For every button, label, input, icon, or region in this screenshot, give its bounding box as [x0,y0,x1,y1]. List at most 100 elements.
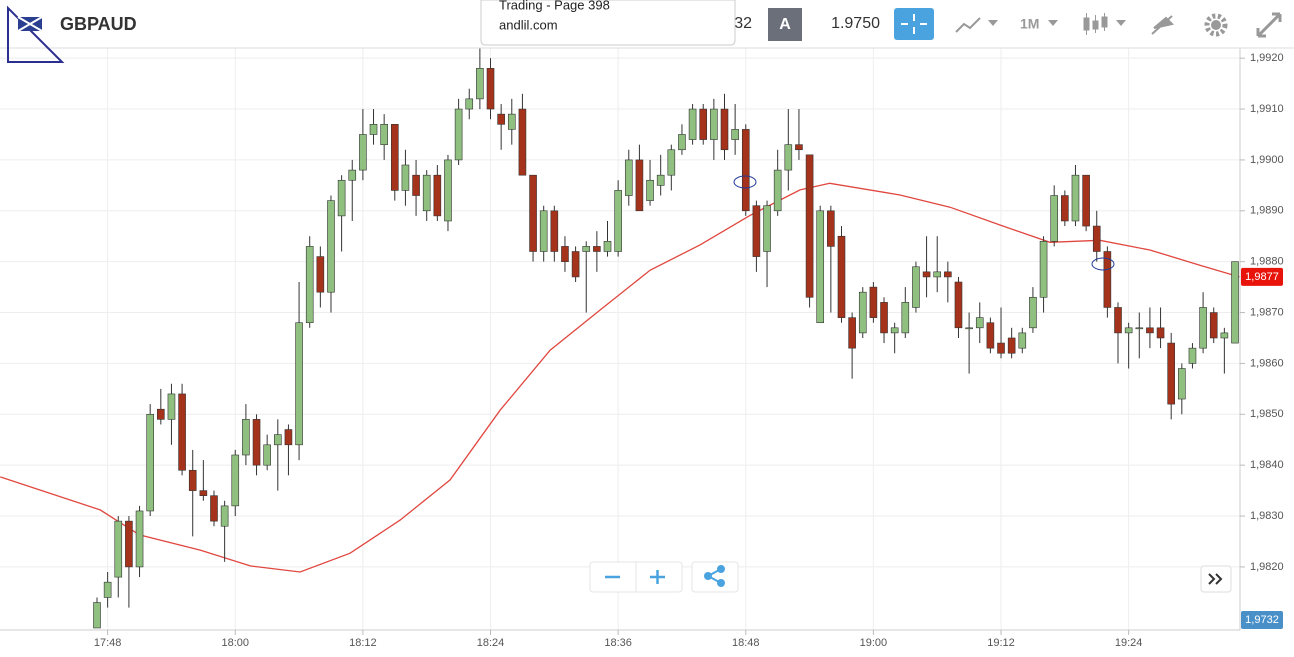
share-button[interactable] [691,561,739,593]
zoom-in[interactable] [650,570,665,584]
candle-body [1039,241,1048,298]
candle-body [1199,307,1207,349]
candle-body [1156,327,1165,339]
candle-body [390,124,399,191]
y-tick-label: 1,9850 [1250,408,1284,420]
candle-body [784,144,793,171]
popup-title: Trading - Page 398 [499,0,610,12]
candle-body [667,149,676,176]
candle-body [603,241,612,252]
candle-body [710,108,718,140]
candle-body [858,291,867,334]
candle-body [922,271,931,278]
candle-body [1018,332,1027,349]
candle-body [624,159,633,196]
candle-body [1209,312,1218,339]
candle-body [890,327,899,334]
last-price-label: 1,9877 [1245,271,1279,283]
candle-body [167,393,176,420]
ask-label: A [779,16,791,33]
ask-button[interactable] [768,8,802,41]
symbol: GBPAUD [60,14,137,34]
candle-body [465,98,474,110]
candle-body [997,342,1005,354]
x-tick-label: 18:24 [477,637,505,649]
candle-body [157,408,165,420]
draw-icon[interactable] [1151,15,1174,35]
candle-body [720,108,729,151]
indicator-icon[interactable] [955,17,981,33]
candle-body [327,200,335,293]
y-tick-label: 1,9890 [1250,205,1284,217]
candle-body [93,602,101,629]
crosshair-button[interactable] [894,8,934,40]
candle-body [954,281,963,329]
candle-body [1092,225,1101,252]
candle-body [231,454,240,507]
popup-url: andlil.com [499,17,558,32]
candle-body [348,169,357,181]
candle-body [305,246,314,324]
candle-body [1124,327,1133,334]
candle-body [1220,332,1229,339]
candle-body [848,317,856,349]
candle-body [1231,261,1239,344]
dropdown-arrow [1116,20,1126,26]
candle-body [880,302,888,334]
dropdown-arrow [1048,20,1058,26]
timeframe[interactable]: 1M [1020,16,1039,32]
candle-body [773,169,782,212]
y-tick-label: 1,9860 [1250,357,1284,369]
y-tick-label: 1,9840 [1250,459,1284,471]
candle-body [359,134,367,171]
candle-body [763,205,771,252]
candle-body [593,246,601,252]
candle-body [678,134,686,151]
settings-icon[interactable] [1204,13,1228,37]
candle-body [1114,307,1122,334]
flag-cross [17,16,43,32]
crosshair-icon [901,14,927,34]
dropdown-arrow [988,20,998,26]
candle-body [901,302,910,334]
candle-body [444,159,452,222]
grid [0,48,1240,630]
x-tick-label: 17:48 [94,637,122,649]
fullscreen-icon[interactable] [1256,12,1282,38]
candle-body [274,434,282,446]
candle-body [614,190,622,252]
scroll-icon [1208,573,1223,585]
candle-body [944,271,952,278]
x-tick-label: 19:00 [860,637,888,649]
candle-body [1071,174,1080,222]
candle-body [316,256,325,293]
candle-body [1061,195,1069,222]
candle-body [933,271,942,278]
candle-body [550,210,559,252]
y-tick-label: 1,9920 [1250,52,1284,64]
candle-body [986,322,995,349]
candle-body [210,495,218,522]
candle-body [1103,251,1112,308]
scroll-button[interactable] [1200,565,1232,593]
candle-body [220,505,229,527]
candle-body [975,317,984,329]
settings-hub [1211,20,1221,30]
candle-body [805,154,814,298]
candle-body [1167,342,1175,405]
bid-price: 32 [734,15,752,32]
candle-body [795,144,803,151]
candle-body [752,205,761,257]
x-tick-label: 19:12 [987,637,1015,649]
candle-body [401,164,410,191]
candle-body [486,68,495,110]
x-tick-label: 18:36 [604,637,632,649]
y-tick-label: 1,9900 [1250,154,1284,166]
corner-triangle [7,5,65,63]
candle-body [188,469,197,491]
chart-type-icon[interactable] [1083,13,1108,35]
candle-body [242,419,250,456]
candle-body [827,210,835,247]
